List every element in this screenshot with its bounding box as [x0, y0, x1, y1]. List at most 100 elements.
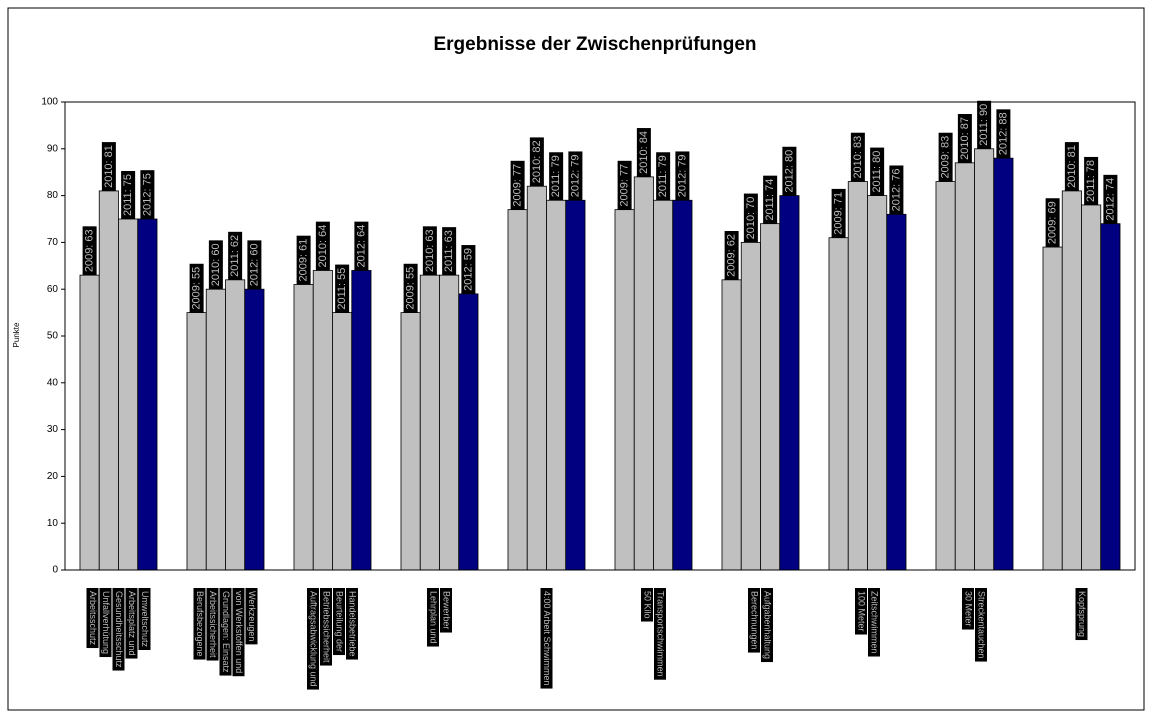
- y-tick-label: 0: [52, 565, 58, 576]
- x-tick-label-box: [138, 588, 151, 651]
- x-tick-label: Unfallverhütung: [99, 588, 112, 658]
- data-label: 2010: 70: [743, 193, 758, 243]
- x-tick-label: Aufgabenhaltung: [761, 588, 773, 663]
- bar: [79, 274, 100, 571]
- data-label-text: 2011: 74: [764, 179, 776, 221]
- x-tick-label-box: [245, 588, 258, 645]
- bar: [205, 288, 226, 571]
- data-label: 2012: 80: [782, 146, 797, 196]
- bar: [118, 218, 139, 571]
- x-tick-label-text: Zeitschwimmen: [870, 591, 880, 654]
- bar: [507, 209, 528, 571]
- data-label: 2009: 62: [724, 231, 739, 280]
- x-tick-label-box: [307, 588, 319, 690]
- x-tick-label-box: [193, 588, 206, 660]
- data-label-box: [957, 114, 972, 163]
- data-label-box: [938, 132, 953, 182]
- x-tick-label: Transportschwimmen: [654, 588, 666, 680]
- data-label-box: [996, 109, 1011, 159]
- y-tick-label: 60: [47, 284, 59, 295]
- data-label: 2011: 78: [1084, 156, 1099, 205]
- x-tick-label: Auftragsabwicklung und: [307, 588, 319, 690]
- x-tick-label: 4:00 Arbeit Schwimmen: [540, 588, 553, 689]
- data-label: 2012: 76: [889, 165, 904, 215]
- data-label-text: 2011: 79: [657, 155, 669, 197]
- x-tick-label: Berufsbezogene: [193, 588, 206, 660]
- data-label-text: 2012: 59: [462, 248, 474, 291]
- bar: [98, 190, 119, 571]
- x-tick-label: Arbeitssicherheit: [206, 588, 219, 661]
- x-tick-label-box: [855, 588, 867, 635]
- data-label: 2010: 87: [957, 114, 972, 163]
- data-label-text: 2010: 64: [317, 225, 329, 268]
- x-tick-label: Arbeitsplatz und: [125, 588, 138, 659]
- x-tick-label-box: [868, 588, 880, 657]
- data-label: 2010: 82: [529, 137, 544, 187]
- data-label: 2010: 64: [315, 221, 330, 271]
- data-label-text: 2010: 84: [638, 131, 650, 174]
- data-label-box: [461, 245, 476, 294]
- bar: [867, 195, 888, 571]
- data-label: 2010: 84: [636, 128, 651, 177]
- bar: [954, 162, 975, 571]
- data-label-box: [889, 165, 904, 215]
- x-tick-label-text: 100 Meter: [857, 591, 867, 632]
- data-label-text: 2009: 77: [619, 164, 631, 207]
- bar: [779, 195, 800, 571]
- data-label-box: [442, 227, 457, 276]
- data-label-box: [247, 240, 262, 290]
- data-label-box: [140, 170, 155, 219]
- data-label-text: 2011: 75: [122, 174, 134, 216]
- data-label-text: 2009: 62: [726, 234, 738, 277]
- data-label-text: 2009: 77: [512, 164, 524, 207]
- x-tick-label-box: [125, 588, 138, 659]
- x-tick-label: Berechnungen: [748, 588, 760, 653]
- data-label-box: [296, 235, 311, 285]
- x-tick-label-text: Lehrplan und: [429, 591, 439, 644]
- data-label-box: [208, 240, 223, 290]
- y-tick-label: 70: [47, 237, 59, 248]
- data-label: 2010: 81: [101, 142, 116, 191]
- x-tick-label-text: Umweltschutz: [140, 591, 150, 648]
- data-label: 2010: 60: [208, 240, 223, 290]
- x-tick-label-box: [86, 588, 99, 649]
- x-tick-label-box: [333, 588, 345, 656]
- data-label-text: 2010: 81: [103, 145, 115, 188]
- data-label: 2009: 63: [82, 226, 97, 276]
- bar: [186, 312, 207, 571]
- data-label-box: [403, 263, 418, 313]
- x-tick-label-text: Auftragsabwicklung und: [309, 591, 319, 687]
- bar: [1100, 223, 1121, 571]
- bar: [439, 274, 460, 571]
- data-label-text: 2012: 60: [248, 243, 260, 286]
- x-tick-label-box: [1075, 588, 1088, 641]
- x-tick-label: von Werkstoffen und: [232, 588, 245, 677]
- x-tick-label: Grundlagen: Einsatz: [219, 588, 232, 676]
- bar: [974, 148, 995, 571]
- x-tick-label-box: [346, 588, 358, 660]
- bar: [312, 270, 333, 571]
- data-label-box: [636, 128, 651, 177]
- x-tick-label: 50 Kilo: [641, 588, 653, 622]
- data-label: 2010: 63: [422, 226, 437, 276]
- data-label: 2010: 81: [1064, 142, 1079, 191]
- data-label-box: [354, 221, 369, 271]
- bar: [935, 181, 956, 571]
- bar: [1061, 190, 1082, 571]
- data-label-text: 2011: 62: [229, 235, 241, 277]
- data-label-box: [724, 231, 739, 280]
- x-tick-label-box: [206, 588, 219, 661]
- x-tick-label-box: [761, 588, 773, 663]
- x-tick-label-text: Arbeitssicherheit: [208, 591, 218, 658]
- x-tick-label-text: Arbeitsschutz: [88, 591, 98, 646]
- data-label-text: 2011: 79: [550, 155, 562, 197]
- x-tick-label: Umweltschutz: [138, 588, 151, 651]
- x-tick-label-text: Berechnungen: [750, 591, 760, 650]
- x-tick-label-box: [540, 588, 553, 689]
- data-label-box: [743, 193, 758, 243]
- x-tick-label-text: Beurteilung der: [335, 591, 345, 652]
- x-tick-label-text: Kopfsprung: [1077, 591, 1087, 637]
- data-label-text: 2010: 82: [531, 140, 543, 183]
- data-label-text: 2012: 88: [997, 112, 1009, 155]
